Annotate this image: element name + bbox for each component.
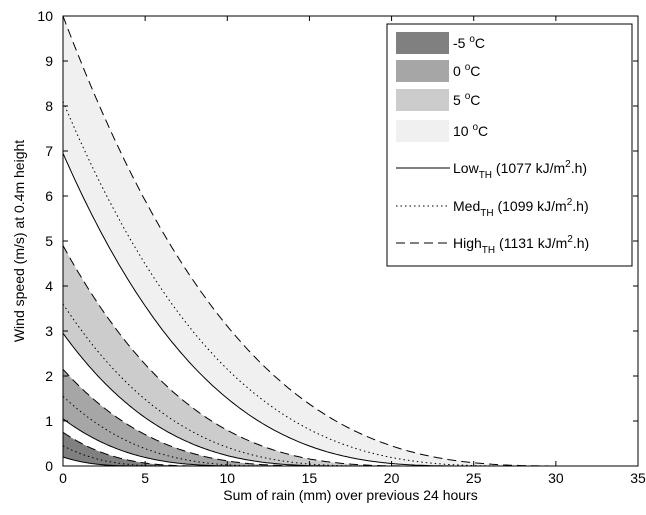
y-tick-label: 8 — [45, 98, 53, 114]
x-axis-ticks: 0 5 10 15 20 25 30 35 — [59, 16, 646, 486]
med-curve-3 — [62, 303, 384, 467]
y-tick-label: 3 — [45, 323, 53, 339]
legend-label-med: MedTH (1099 kJ/m2.h) — [453, 197, 589, 219]
high-curve-4 — [62, 15, 573, 467]
x-tick-label: 0 — [59, 470, 67, 486]
legend-label-2: 0 oC — [453, 62, 480, 79]
low-curve-3 — [62, 333, 351, 467]
x-tick-label: 10 — [219, 470, 235, 486]
x-tick-label: 20 — [384, 470, 400, 486]
y-tick-label: 7 — [45, 143, 53, 159]
high-curve-2 — [62, 368, 326, 467]
y-tick-label: 1 — [45, 413, 53, 429]
y-tick-label: 2 — [45, 368, 53, 384]
high-curve-3 — [62, 245, 425, 467]
y-tick-label: 0 — [45, 458, 53, 474]
y-tick-label: 5 — [45, 233, 53, 249]
x-axis-label: Sum of rain (mm) over previous 24 hours — [223, 487, 477, 503]
legend: -5 oC 0 oC 5 oC 10 oC LowTH (1077 kJ/m2.h) Me… — [386, 23, 633, 267]
legend-label-1: -5 oC — [453, 34, 485, 51]
temperature-bands — [63, 16, 573, 466]
legend-swatch-2 — [396, 60, 449, 82]
legend-label-4: 10 oC — [453, 122, 488, 139]
legend-swatch-3 — [396, 89, 449, 111]
band-1 — [63, 432, 211, 466]
x-tick-label: 25 — [466, 470, 482, 486]
legend-swatch-4 — [396, 120, 449, 142]
legend-label-high: HighTH (1131 kJ/m2.h) — [453, 234, 589, 256]
x-tick-label: 30 — [548, 470, 564, 486]
y-axis-label: Wind speed (m/s) at 0.4m height — [11, 140, 27, 342]
band-3 — [63, 245, 425, 466]
band-4 — [63, 16, 573, 466]
y-tick-label: 6 — [45, 188, 53, 204]
x-tick-label: 35 — [630, 470, 646, 486]
y-tick-label: 10 — [37, 8, 53, 24]
x-tick-label: 5 — [141, 470, 149, 486]
y-tick-label: 9 — [45, 53, 53, 69]
legend-label-3: 5 oC — [453, 91, 480, 108]
x-tick-label: 15 — [302, 470, 318, 486]
low-curve-4 — [62, 153, 474, 467]
y-axis-ticks: 0 1 2 3 4 5 6 7 8 9 10 — [37, 8, 638, 474]
legend-label-low: LowTH (1077 kJ/m2.h) — [453, 159, 587, 181]
med-curve-4 — [62, 101, 523, 467]
y-tick-label: 4 — [45, 278, 53, 294]
legend-swatch-1 — [396, 32, 449, 54]
band-2 — [63, 369, 326, 466]
